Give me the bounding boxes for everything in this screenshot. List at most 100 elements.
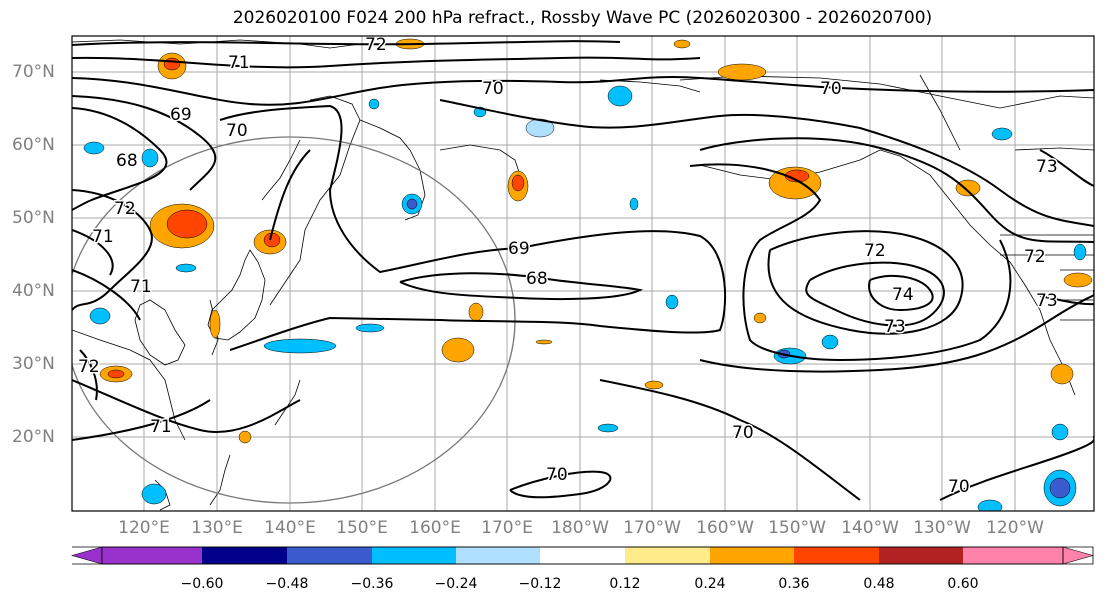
contour-label: 70 xyxy=(820,79,842,99)
contour-label: 68 xyxy=(116,151,138,171)
fill-region xyxy=(468,302,484,322)
fill-region xyxy=(163,57,181,71)
fill-region xyxy=(1051,423,1069,441)
contour-label: 70 xyxy=(546,465,568,485)
colorbar-extend-high xyxy=(1062,546,1095,565)
lon-label: 120°W xyxy=(986,518,1044,538)
colorbar xyxy=(70,546,1095,565)
fill-region xyxy=(441,337,475,363)
colorbar-tick: −0.12 xyxy=(518,576,562,592)
contour-label: 69 xyxy=(508,239,530,259)
graticule xyxy=(72,36,1094,511)
contour-label: 71 xyxy=(130,277,152,297)
contour-label: 71 xyxy=(228,53,250,73)
map-frame xyxy=(71,35,1095,512)
fill-region xyxy=(1050,363,1074,385)
region-circle xyxy=(72,136,516,504)
contour-label: 73 xyxy=(884,317,906,337)
fill-region xyxy=(597,423,619,433)
colorbar-tick: −0.48 xyxy=(265,576,309,592)
fill-region xyxy=(991,127,1013,141)
fill-region xyxy=(821,334,839,350)
lon-label: 160°E xyxy=(409,518,461,538)
contour-label: 72 xyxy=(864,241,886,261)
fill-region xyxy=(665,294,679,310)
lon-label: 140°E xyxy=(264,518,316,538)
fill-region xyxy=(1063,272,1093,288)
fill-region xyxy=(607,85,633,107)
colorbar-cell xyxy=(794,547,879,564)
fill-region xyxy=(717,63,767,81)
colorbar-cell xyxy=(710,547,794,564)
lon-label: 170°E xyxy=(481,518,533,538)
colorbar-cell xyxy=(456,547,540,564)
contour-label: 72 xyxy=(365,35,387,55)
fill-region xyxy=(83,141,105,155)
refractivity-contours xyxy=(72,40,1094,501)
colorbar-tick: 0.12 xyxy=(609,576,641,592)
lon-label: 140°W xyxy=(841,518,899,538)
lat-label: 50°N xyxy=(12,208,55,228)
contour-label: 70 xyxy=(948,477,970,497)
colorbar-tick: 0.48 xyxy=(863,576,895,592)
contour-label: 71 xyxy=(150,417,172,437)
contour-label: 69 xyxy=(170,105,192,125)
map-background xyxy=(72,36,1094,511)
fill-region xyxy=(355,323,385,333)
contour-label: 70 xyxy=(226,121,248,141)
lon-label: 160°W xyxy=(696,518,754,538)
lat-label: 40°N xyxy=(12,281,55,301)
colorbar-cell xyxy=(963,547,1063,564)
contour-label: 70 xyxy=(732,423,754,443)
colorbar-tick: 0.60 xyxy=(947,576,979,592)
colorbar-cell xyxy=(102,547,202,564)
contour-label: 70 xyxy=(482,79,504,99)
map-canvas[interactable]: 72 71 70 69 70 68 72 71 69 68 71 70 73 7… xyxy=(0,0,1105,520)
anomaly-fills xyxy=(83,38,1093,511)
colorbar-cell xyxy=(372,547,456,564)
colorbar-tick: 0.36 xyxy=(778,576,810,592)
fill-region xyxy=(955,179,981,197)
fill-region xyxy=(535,339,553,345)
lat-label: 70°N xyxy=(12,62,55,82)
fill-region xyxy=(368,98,380,110)
colorbar-cell xyxy=(202,547,287,564)
fill-region xyxy=(107,369,125,379)
contour-label: 68 xyxy=(526,269,548,289)
fill-region xyxy=(644,380,664,390)
colorbar-cell xyxy=(287,547,372,564)
lon-label: 120°E xyxy=(118,518,170,538)
lon-label: 130°W xyxy=(913,518,971,538)
contour-label: 72 xyxy=(114,199,136,219)
colorbar-tick: −0.60 xyxy=(180,576,224,592)
contour-label: 73 xyxy=(1036,157,1058,177)
fill-region xyxy=(89,307,111,325)
colorbar-cell xyxy=(625,547,710,564)
contour-labels: 72 71 70 69 70 68 72 71 69 68 71 70 73 7… xyxy=(77,35,1060,499)
lon-label: 130°E xyxy=(191,518,243,538)
colorbar-cell xyxy=(879,547,963,564)
fill-region xyxy=(166,209,208,239)
fill-region xyxy=(238,430,252,444)
fill-region xyxy=(511,174,525,192)
fill-region xyxy=(141,148,159,168)
colorbar-tick: 0.24 xyxy=(694,576,726,592)
map-title: 2026020100 F024 200 hPa refract., Rossby… xyxy=(232,8,933,28)
lon-label: 170°W xyxy=(623,518,681,538)
colorbar-extend-low xyxy=(70,546,103,565)
fill-region xyxy=(629,197,639,211)
lon-label: 150°E xyxy=(336,518,388,538)
lat-label: 30°N xyxy=(12,354,55,374)
lat-label: 60°N xyxy=(12,135,55,155)
fill-region xyxy=(1049,477,1071,499)
colorbar-tick: −0.24 xyxy=(434,576,478,592)
lat-label: 20°N xyxy=(12,427,55,447)
fill-region xyxy=(673,39,691,49)
lon-label: 180°W xyxy=(551,518,609,538)
contour-label: 73 xyxy=(1036,291,1058,311)
fill-region xyxy=(753,312,767,324)
fill-region xyxy=(406,198,418,210)
colorbar-tick: −0.36 xyxy=(350,576,394,592)
fill-region xyxy=(977,499,1003,511)
contour-label: 72 xyxy=(78,357,100,377)
